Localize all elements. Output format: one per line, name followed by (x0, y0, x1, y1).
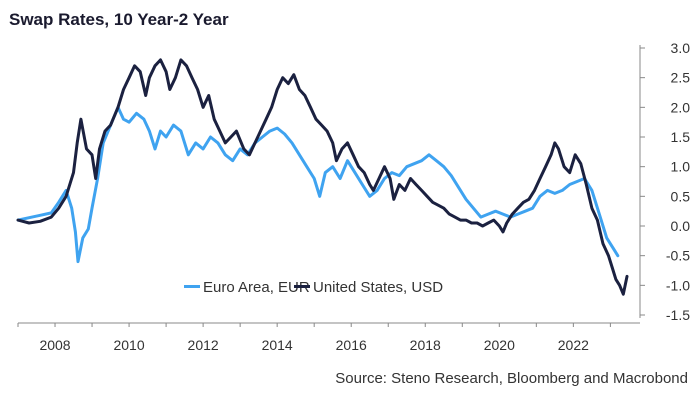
x-tick-label: 2022 (558, 337, 589, 353)
series-line-united-states (16, 58, 629, 296)
y-tick-label: 3.0 (671, 40, 691, 56)
y-tick-label: -1.5 (666, 307, 690, 323)
x-tick-label: 2012 (188, 337, 219, 353)
legend-swatch-euro-area (184, 285, 200, 288)
y-axis: 3.0 2.5 2.0 1.5 1.0 0.5 0.0 -0.5 -1.0 -1.5 (639, 40, 691, 323)
x-tick-label: 2010 (113, 337, 144, 353)
x-tick-label: 2018 (410, 337, 441, 353)
y-tick-label: 2.0 (671, 99, 691, 115)
x-tick-label: 2016 (336, 337, 367, 353)
x-tick-label: 2008 (39, 337, 70, 353)
source-note: Source: Steno Research, Bloomberg and Ma… (335, 370, 688, 387)
y-tick-label: 1.0 (671, 159, 691, 175)
series-layer (16, 58, 629, 296)
y-tick-label: 1.5 (671, 129, 691, 145)
chart-title: Swap Rates, 10 Year-2 Year (9, 10, 229, 29)
x-axis: 2008 2010 2012 2014 2016 2018 2020 2022 (17, 322, 640, 353)
x-tick-label: 2014 (262, 337, 293, 353)
y-tick-label: 2.5 (671, 70, 691, 86)
y-tick-label: -0.5 (666, 248, 690, 264)
y-tick-label: -1.0 (666, 277, 690, 293)
y-tick-label: 0.0 (671, 218, 691, 234)
legend: Euro Area, EUR United States, USD (184, 279, 443, 296)
legend-swatch-united-states (294, 285, 310, 288)
y-tick-label: 0.5 (671, 188, 691, 204)
legend-label-euro-area: Euro Area, EUR (203, 279, 310, 296)
legend-label-united-states: United States, USD (313, 279, 443, 296)
x-tick-label: 2020 (484, 337, 515, 353)
series-line-euro-area (16, 105, 620, 264)
